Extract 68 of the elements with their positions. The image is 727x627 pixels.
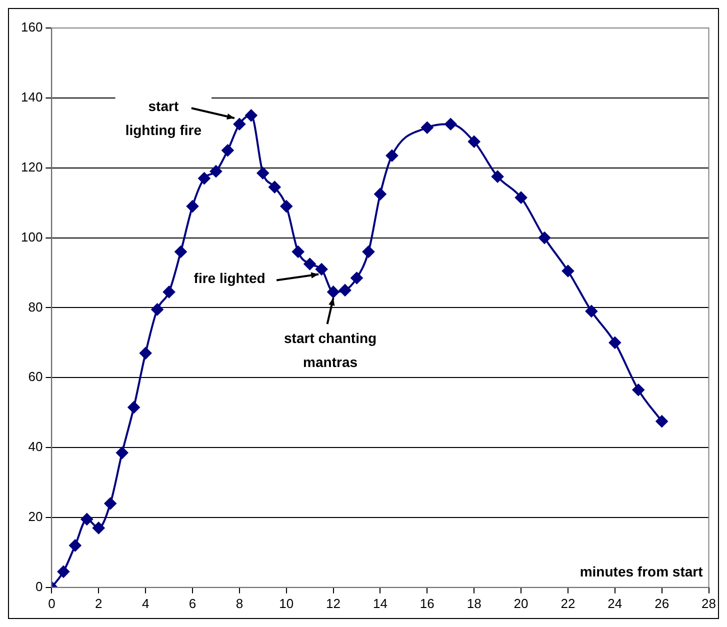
point	[608, 336, 621, 349]
point	[538, 232, 550, 244]
point	[69, 539, 82, 552]
point	[128, 401, 140, 414]
point	[585, 305, 598, 318]
point	[198, 172, 210, 184]
point	[350, 272, 363, 284]
y-tick-label: 160	[20, 20, 43, 35]
x-tick-label: 22	[560, 596, 576, 611]
x-tick-label: 6	[188, 596, 196, 611]
point	[492, 170, 504, 183]
annotation: start chanting mantras	[284, 330, 377, 370]
x-tick-label: 8	[236, 596, 244, 611]
point	[104, 497, 116, 510]
point	[256, 167, 269, 180]
x-tick-label: 2	[95, 596, 102, 611]
point	[316, 263, 328, 276]
y-tick-label: 80	[28, 299, 43, 314]
point	[632, 384, 644, 396]
point	[140, 347, 152, 360]
y-tick-label: 120	[20, 159, 43, 174]
x-tick-label: 0	[48, 596, 56, 611]
y-tick-label: 20	[28, 509, 43, 524]
x-tick-label: 4	[142, 596, 150, 611]
x-tick-label: 18	[466, 596, 482, 611]
point	[174, 246, 187, 258]
point	[339, 284, 352, 296]
y-tick-label: 140	[20, 90, 43, 105]
annotation: fire lighted	[194, 270, 266, 286]
x-tick-label: 28	[702, 596, 716, 611]
point	[562, 264, 574, 277]
x-tick-label: 10	[279, 596, 294, 611]
x-tick-label: 12	[326, 596, 341, 611]
point	[444, 118, 457, 130]
x-tick-label: 20	[514, 596, 528, 611]
x-axis-title: minutes from start	[580, 563, 704, 580]
y-tick-label: 0	[35, 578, 43, 594]
point	[233, 118, 246, 130]
point	[163, 286, 176, 298]
point	[386, 150, 398, 162]
x-tick-label: 14	[372, 596, 388, 611]
point	[116, 446, 128, 459]
y-tick-label: 60	[28, 369, 43, 384]
annotation: start lighting fire	[125, 98, 202, 138]
x-tick-label: 16	[420, 596, 434, 611]
point	[268, 181, 281, 194]
point	[374, 188, 386, 200]
y-tick-label: 40	[28, 439, 43, 454]
point	[468, 136, 480, 148]
point	[362, 246, 374, 258]
x-tick-label: 24	[608, 596, 622, 611]
point	[210, 165, 222, 178]
point	[304, 258, 316, 270]
point	[515, 192, 528, 204]
point	[57, 566, 70, 578]
point	[421, 122, 434, 134]
point	[92, 522, 105, 534]
point	[292, 246, 304, 258]
point	[151, 303, 164, 316]
point	[222, 144, 234, 156]
point	[80, 513, 93, 526]
point	[186, 200, 198, 212]
point	[280, 200, 292, 212]
point	[327, 286, 340, 298]
x-tick-label: 26	[654, 596, 670, 611]
y-tick-label: 100	[20, 229, 43, 244]
point	[245, 109, 258, 122]
point	[656, 415, 668, 428]
